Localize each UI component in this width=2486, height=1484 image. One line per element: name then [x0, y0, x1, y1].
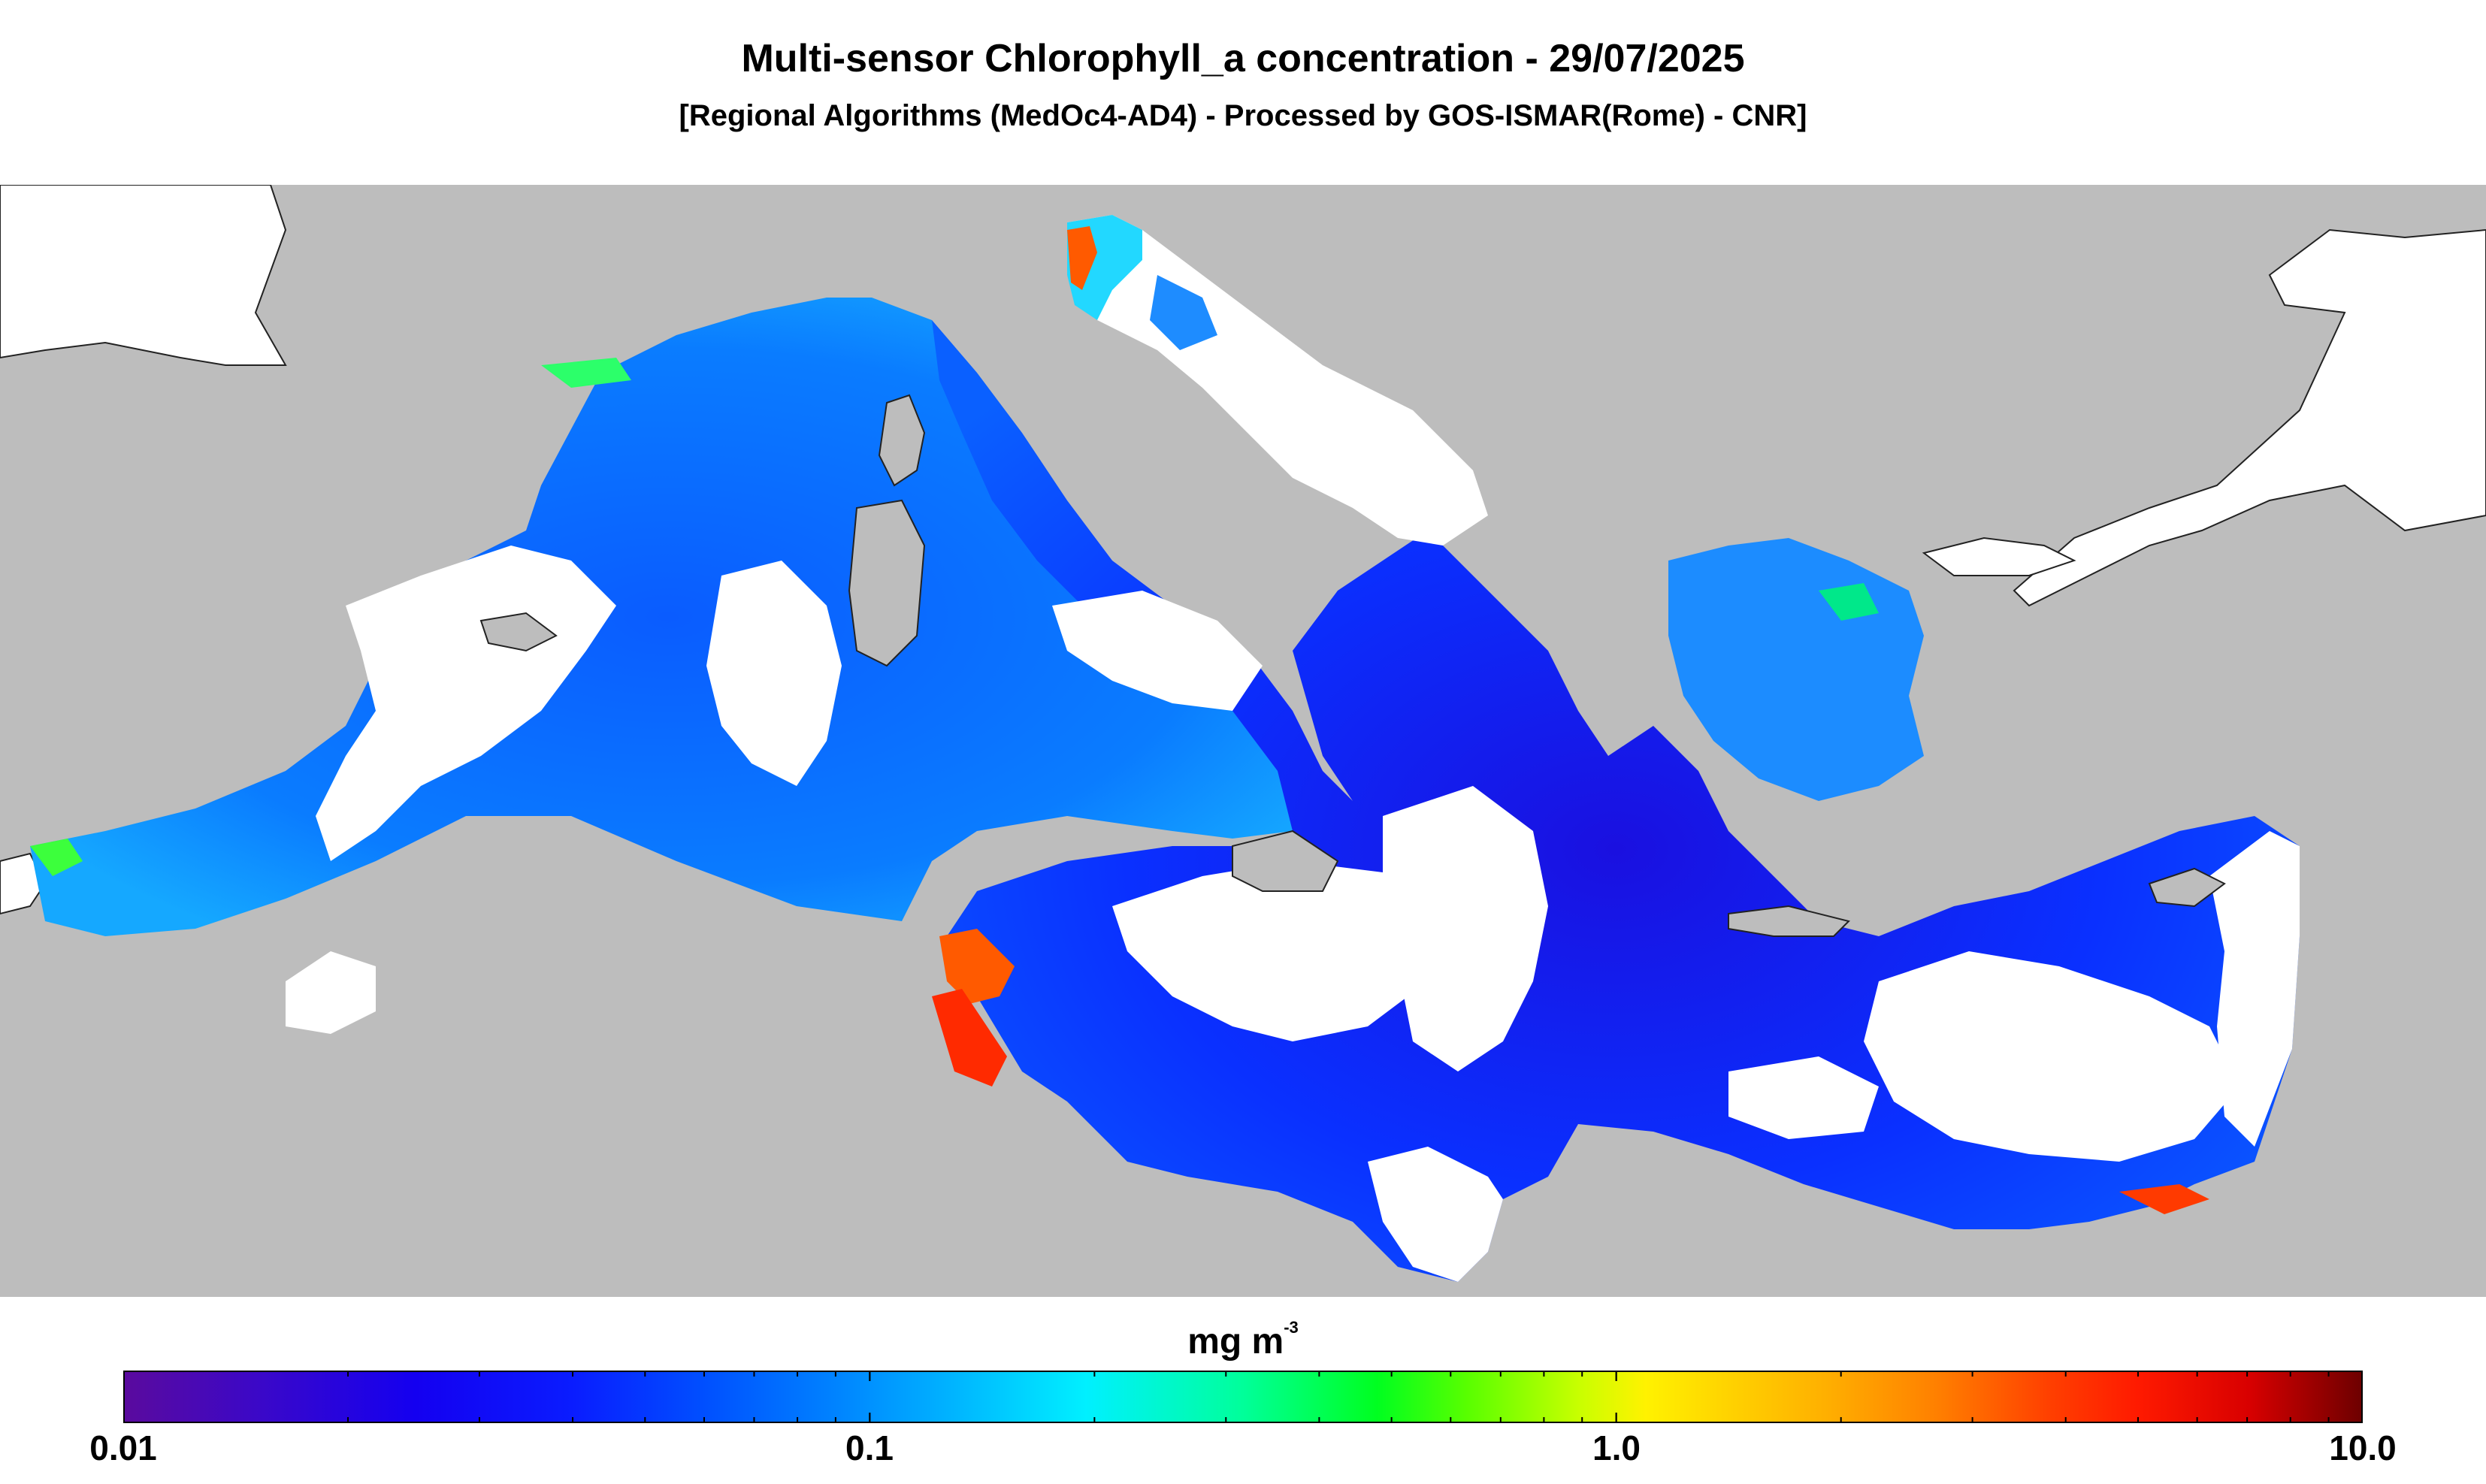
chlorophyll-map: [0, 185, 2486, 1297]
colorbar: [123, 1371, 2363, 1423]
gulf-of-lion-coastal: [541, 358, 631, 388]
sicily-island: [1232, 830, 1339, 892]
gibraltar-atlantic: [0, 852, 47, 915]
colorbar-labels: 0.01 0.1 1.0 10.0: [0, 1428, 2486, 1473]
black-sea-nodata: [2013, 228, 2486, 607]
sardinia-island: [848, 499, 926, 667]
libyan-coast-bloom: [932, 989, 1007, 1087]
crete-island: [1728, 905, 1850, 937]
alboran-coastal: [30, 839, 83, 876]
colorbar-label-min: 0.01: [89, 1428, 157, 1467]
colorbar-label-1-0: 1.0: [1592, 1428, 1641, 1467]
marmara-nodata: [1922, 536, 2076, 576]
cyprus-island: [2148, 867, 2226, 908]
colorbar-gradient: [123, 1371, 2363, 1423]
atlantic-nodata: [0, 185, 287, 366]
colorbar-unit: mg m-3: [1187, 1318, 1299, 1362]
corsica-island: [878, 394, 926, 487]
adriatic-blue-patches: [1150, 275, 1217, 350]
nile-delta-bloom: [2119, 1184, 2209, 1214]
aegean-north-coastal: [1819, 583, 1879, 621]
balearic-islands: [479, 612, 558, 652]
map-title: Multi-sensor Chlorophyll_a concentration…: [741, 37, 1745, 80]
po-delta-bloom: [1067, 226, 1097, 290]
colorbar-label-0-1: 0.1: [845, 1428, 894, 1467]
colorbar-label-max: 10.0: [2329, 1428, 2397, 1467]
gulf-of-gabes-bloom: [939, 929, 1015, 1004]
map-subtitle: [Regional Algorithms (MedOc4-AD4) - Proc…: [679, 99, 1807, 132]
